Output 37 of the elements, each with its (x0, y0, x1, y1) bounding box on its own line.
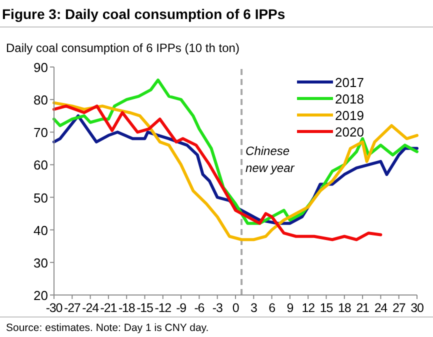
x-tick-label: -9 (176, 301, 187, 315)
x-tick-label: -21 (100, 301, 118, 315)
legend-label: 2019 (335, 108, 364, 123)
x-tick-label: 0 (232, 301, 240, 315)
y-tick-label: 80 (34, 92, 48, 108)
legend-label: 2018 (335, 92, 364, 106)
x-tick-label: -24 (82, 301, 100, 315)
x-tick-label: -12 (154, 301, 172, 315)
y-tick-label: 70 (34, 125, 48, 140)
y-tick-label: 40 (34, 222, 48, 238)
x-tick-label: -30 (46, 301, 63, 315)
y-axis-title: Daily coal consumption of 6 IPPs (10 th ton) (6, 41, 240, 55)
x-tick-label: 3 (250, 301, 258, 315)
y-tick-label: 30 (34, 255, 48, 270)
x-tick-label: 12 (302, 301, 316, 315)
y-tick-label: 90 (34, 60, 48, 75)
x-tick-label: 18 (338, 301, 352, 315)
x-tick-label: -15 (136, 301, 154, 315)
ref-line-label: Chinese new year (246, 144, 296, 175)
x-tick-label: 15 (320, 301, 334, 315)
legend-label: 2020 (335, 124, 364, 140)
source-note: Source: estimates. Note: Day 1 is CNY day. (6, 322, 209, 334)
x-tick-label: 24 (374, 301, 388, 315)
x-tick-label: -6 (194, 301, 205, 315)
y-tick-label: 50 (34, 190, 48, 206)
x-tick-label: 9 (286, 301, 294, 315)
x-tick-label: -18 (118, 301, 136, 315)
x-tick-label: -27 (64, 301, 81, 315)
x-tick-label: 30 (410, 301, 424, 315)
x-tick-label: 6 (268, 301, 276, 315)
x-tick-label: 21 (356, 301, 370, 315)
y-tick-label: 20 (34, 288, 48, 303)
x-tick-label: -3 (212, 301, 223, 315)
legend-label: 2017 (335, 75, 364, 90)
chart-title: Figure 3: Daily coal consumption of 6 IPPs (2, 6, 286, 22)
y-tick-label: 60 (34, 158, 48, 173)
x-tick-label: 27 (392, 301, 406, 315)
